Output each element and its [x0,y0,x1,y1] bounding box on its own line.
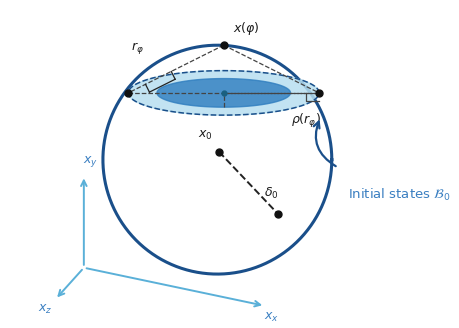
Text: $x_0$: $x_0$ [197,129,212,142]
Polygon shape [128,71,319,115]
Text: $x(\varphi)$: $x(\varphi)$ [233,20,259,37]
Text: $\rho(r_\varphi)$: $\rho(r_\varphi)$ [291,112,320,130]
Text: $x_y$: $x_y$ [83,154,97,169]
Polygon shape [157,79,290,107]
Text: $\delta_0$: $\delta_0$ [263,186,278,201]
Text: $x_z$: $x_z$ [38,303,52,316]
Text: $r_\varphi$: $r_\varphi$ [131,40,144,56]
Text: Initial states $\mathcal{B}_0$: Initial states $\mathcal{B}_0$ [347,187,449,203]
FancyArrowPatch shape [313,122,335,166]
Text: $x_x$: $x_x$ [263,311,278,324]
